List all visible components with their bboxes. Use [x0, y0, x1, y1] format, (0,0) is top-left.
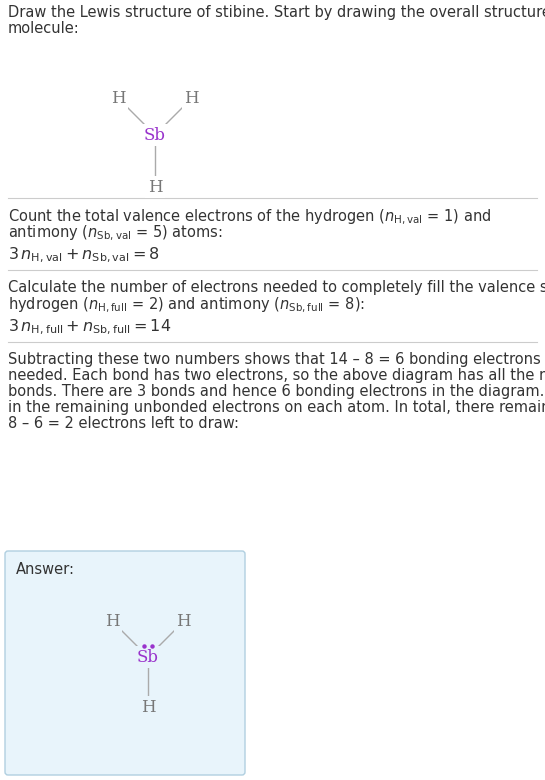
Text: H: H — [141, 699, 155, 715]
Text: molecule:: molecule: — [8, 21, 80, 36]
Text: Sb: Sb — [144, 126, 166, 144]
Text: Calculate the number of electrons needed to completely fill the valence shells f: Calculate the number of electrons needed… — [8, 280, 545, 295]
Text: H: H — [105, 613, 120, 630]
Text: H: H — [176, 613, 191, 630]
Text: hydrogen ($n_{\mathrm{H,full}}$ = 2) and antimony ($n_{\mathrm{Sb,full}}$ = 8):: hydrogen ($n_{\mathrm{H,full}}$ = 2) and… — [8, 296, 365, 315]
Text: Subtracting these two numbers shows that 14 – 8 = 6 bonding electrons are: Subtracting these two numbers shows that… — [8, 352, 545, 367]
Text: Count the total valence electrons of the hydrogen ($n_{\mathrm{H,val}}$ = 1) and: Count the total valence electrons of the… — [8, 208, 492, 227]
Text: $3\,n_{\mathrm{H,val}} + n_{\mathrm{Sb,val}} = 8$: $3\,n_{\mathrm{H,val}} + n_{\mathrm{Sb,v… — [8, 246, 160, 265]
Text: H: H — [184, 90, 199, 107]
Text: Answer:: Answer: — [16, 562, 75, 577]
Text: antimony ($n_{\mathrm{Sb,val}}$ = 5) atoms:: antimony ($n_{\mathrm{Sb,val}}$ = 5) ato… — [8, 224, 222, 243]
Text: needed. Each bond has two electrons, so the above diagram has all the necessary: needed. Each bond has two electrons, so … — [8, 368, 545, 383]
Text: 8 – 6 = 2 electrons left to draw:: 8 – 6 = 2 electrons left to draw: — [8, 416, 239, 431]
FancyBboxPatch shape — [5, 551, 245, 775]
Text: Sb: Sb — [137, 648, 159, 665]
Text: H: H — [111, 90, 125, 107]
Text: $3\,n_{\mathrm{H,full}} + n_{\mathrm{Sb,full}} = 14$: $3\,n_{\mathrm{H,full}} + n_{\mathrm{Sb,… — [8, 318, 171, 337]
Text: in the remaining unbonded electrons on each atom. In total, there remain: in the remaining unbonded electrons on e… — [8, 400, 545, 415]
Text: bonds. There are 3 bonds and hence 6 bonding electrons in the diagram. Lastly, f: bonds. There are 3 bonds and hence 6 bon… — [8, 384, 545, 399]
Text: Draw the Lewis structure of stibine. Start by drawing the overall structure of t: Draw the Lewis structure of stibine. Sta… — [8, 5, 545, 20]
Text: H: H — [148, 179, 162, 196]
